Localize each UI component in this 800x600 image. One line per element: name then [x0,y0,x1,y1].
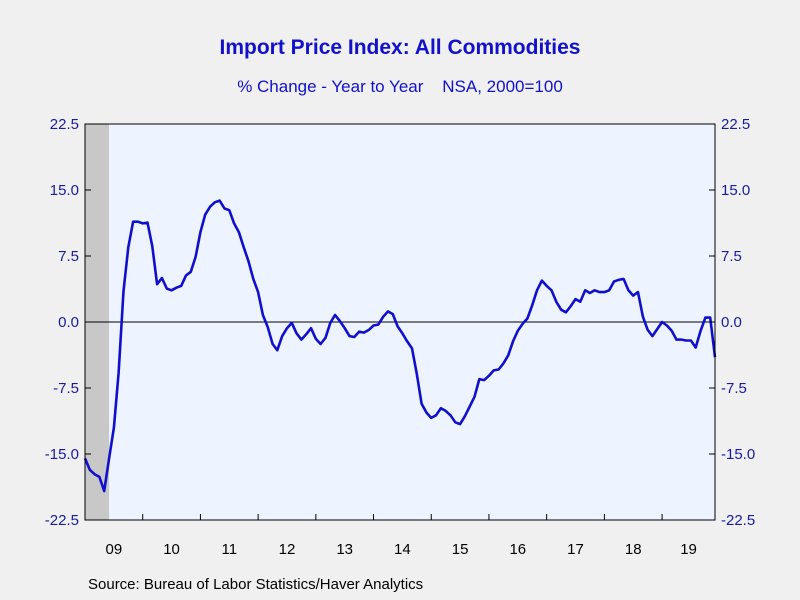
y-tick-label-left: -15.0 [45,446,79,463]
x-tick-label: 11 [221,541,237,558]
series-line [83,199,717,493]
x-tick-label: 09 [106,541,123,558]
x-tick-label: 19 [680,541,697,558]
y-tick-label-right: 22.5 [721,116,750,133]
x-tick-label: 17 [567,541,584,558]
y-tick-label-right: -22.5 [721,512,755,529]
x-tick-label: 16 [509,541,526,558]
x-tick-label: 13 [336,541,353,558]
y-tick-label-right: 15.0 [721,182,750,199]
x-tick-label: 15 [452,541,469,558]
y-tick-label-left: 7.5 [58,248,79,265]
x-tick-label: 10 [163,541,180,558]
y-tick-label-left: 15.0 [50,182,79,199]
source-note: Source: Bureau of Labor Statistics/Haver… [88,576,424,593]
x-tick-label: 12 [279,541,296,558]
y-tick-label-left: -7.5 [53,380,79,397]
chart-subtitle: % Change - Year to Year NSA, 2000=100 [237,77,563,96]
y-tick-label-right: -15.0 [721,446,755,463]
y-tick-label-right: 0.0 [721,314,742,331]
chart-title: Import Price Index: All Commodities [219,36,581,59]
y-tick-label-right: -7.5 [721,380,747,397]
y-tick-label-left: 22.5 [50,116,79,133]
y-tick-label-left: -22.5 [45,512,79,529]
x-tick-label: 18 [625,541,642,558]
x-tick-label: 14 [394,541,411,558]
y-tick-label-left: 0.0 [58,314,79,331]
y-tick-label-right: 7.5 [721,248,742,265]
